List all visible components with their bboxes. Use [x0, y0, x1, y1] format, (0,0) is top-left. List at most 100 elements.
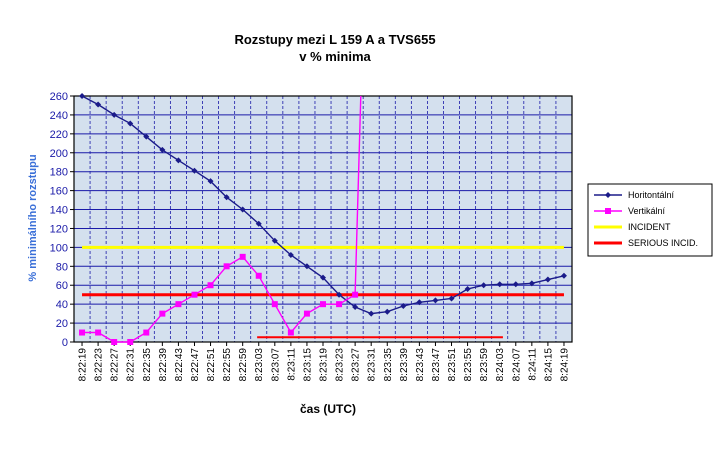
y-tick-label: 200 — [50, 148, 68, 160]
data-point-horizontal — [448, 295, 455, 302]
legend-marker — [605, 208, 611, 214]
x-tick-label: 8:24:11 — [527, 348, 538, 381]
x-tick-label: 8:23:07 — [270, 348, 281, 382]
data-point-vertical — [352, 291, 359, 298]
data-point-vertical — [127, 339, 134, 345]
data-point-horizontal — [127, 120, 134, 127]
data-point-horizontal — [191, 167, 198, 174]
data-point-vertical — [255, 272, 262, 279]
data-point-vertical — [143, 329, 150, 336]
x-tick-label: 8:22:31 — [126, 348, 137, 382]
data-point-horizontal — [496, 281, 503, 288]
data-point-vertical — [271, 301, 278, 308]
data-point-vertical — [320, 301, 326, 308]
x-tick-label: 8:22:39 — [158, 348, 169, 382]
x-tick-label: 8:23:39 — [399, 348, 410, 382]
x-tick-label: 8:23:51 — [447, 348, 458, 382]
y-tick-label: 0 — [62, 337, 68, 349]
x-tick-label: 8:22:59 — [238, 348, 249, 382]
data-point-horizontal — [544, 276, 551, 283]
y-tick-label: 240 — [50, 110, 68, 122]
data-point-vertical — [79, 329, 86, 336]
chart-subtitle: v % minima — [299, 49, 371, 64]
data-point-vertical — [336, 301, 343, 308]
data-point-horizontal — [287, 251, 294, 258]
y-tick-label: 260 — [50, 91, 68, 103]
data-point-vertical — [303, 310, 310, 317]
data-point-vertical — [191, 291, 198, 298]
x-tick-label: 8:22:23 — [94, 348, 105, 382]
x-tick-label: 8:23:47 — [431, 348, 442, 382]
data-point-horizontal — [416, 299, 423, 306]
data-point-horizontal — [79, 93, 86, 99]
data-point-horizontal — [352, 303, 359, 310]
data-point-vertical — [239, 253, 246, 260]
x-tick-label: 8:22:19 — [78, 348, 89, 382]
data-point-horizontal — [480, 282, 487, 289]
data-point-horizontal — [111, 111, 118, 118]
x-tick-label: 8:22:43 — [174, 348, 185, 382]
x-tick-label: 8:24:07 — [511, 348, 522, 382]
x-tick-label: 8:23:03 — [254, 348, 265, 382]
y-tick-label: 220 — [50, 129, 68, 141]
legend-marker — [605, 192, 611, 198]
x-tick-label: 8:23:35 — [383, 348, 394, 382]
data-point-vertical — [223, 263, 230, 270]
x-tick-label: 8:23:15 — [302, 348, 313, 382]
data-point-horizontal — [320, 274, 326, 281]
y-tick-label: 180 — [50, 167, 68, 179]
x-tick-label: 8:23:11 — [286, 348, 297, 381]
x-axis-ticks: 8:22:19 8:22:23 8:22:27 8:22:31 8:22:35 8:22:… — [78, 342, 570, 382]
x-axis-label: čas (UTC) — [300, 402, 356, 416]
data-point-horizontal — [336, 291, 343, 298]
data-point-horizontal — [271, 237, 278, 244]
legend-label: Horitontální — [628, 190, 675, 200]
y-axis-label: % minimálního rozstupu — [27, 154, 39, 281]
data-point-horizontal — [255, 220, 262, 227]
data-point-horizontal — [239, 206, 246, 213]
x-tick-label: 8:22:27 — [110, 348, 121, 382]
data-point-horizontal — [464, 286, 471, 293]
x-tick-label: 8:22:55 — [222, 348, 233, 382]
y-tick-label: 160 — [50, 186, 68, 198]
y-tick-label: 100 — [50, 242, 68, 254]
data-point-vertical — [159, 310, 166, 317]
data-point-horizontal — [95, 101, 102, 108]
data-point-vertical — [287, 329, 294, 336]
data-point-horizontal — [159, 146, 166, 153]
y-tick-label: 140 — [50, 205, 68, 217]
x-tick-label: 8:22:47 — [190, 348, 201, 382]
y-tick-label: 60 — [56, 280, 68, 292]
x-tick-label: 8:23:23 — [335, 348, 346, 382]
data-point-horizontal — [368, 310, 375, 317]
data-point-horizontal — [143, 133, 150, 140]
data-point-horizontal — [400, 303, 407, 310]
legend-label: Vertikální — [628, 206, 666, 216]
x-tick-label: 8:23:27 — [351, 348, 362, 382]
y-tick-label: 40 — [56, 299, 68, 311]
x-tick-label: 8:23:19 — [319, 348, 330, 382]
y-tick-label: 120 — [50, 223, 68, 235]
data-point-horizontal — [175, 157, 182, 164]
data-point-horizontal — [512, 281, 519, 288]
plot-area — [73, 95, 573, 343]
legend-label: SERIOUS INCID. — [628, 238, 698, 248]
x-tick-label: 8:22:51 — [206, 348, 217, 382]
data-point-horizontal — [384, 308, 391, 315]
x-tick-label: 8:24:19 — [559, 348, 570, 382]
x-tick-label: 8:22:35 — [142, 348, 153, 382]
data-point-vertical — [95, 329, 102, 336]
data-point-horizontal — [432, 297, 439, 304]
x-tick-label: 8:23:55 — [463, 348, 474, 382]
y-tick-label: 80 — [56, 261, 68, 273]
y-tick-label: 20 — [56, 318, 68, 330]
data-point-horizontal — [303, 263, 310, 270]
y-axis-ticks: 0 20 40 60 80 100 120 140 160 180 200 220 240 260 — [50, 91, 74, 349]
data-point-horizontal — [528, 280, 535, 287]
data-point-vertical — [111, 339, 118, 345]
chart-title: Rozstupy mezi L 159 A a TVS655 — [234, 32, 435, 47]
data-point-horizontal — [223, 194, 230, 201]
x-tick-label: 8:23:31 — [367, 348, 378, 382]
